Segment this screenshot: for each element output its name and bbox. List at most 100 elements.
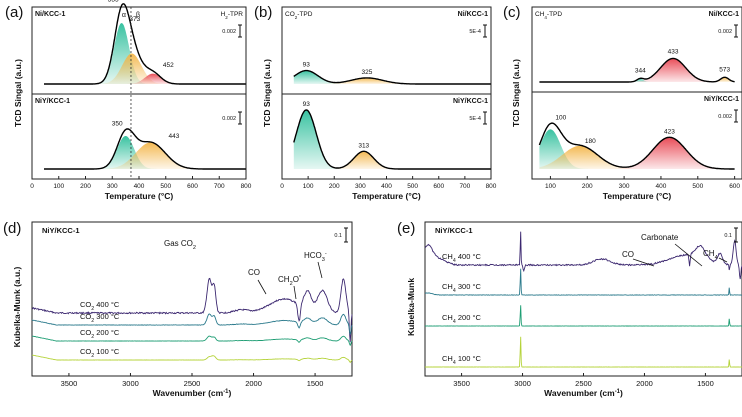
- x-tick-label-b-200: 200: [329, 183, 340, 190]
- spectrum-line-e-3: [424, 336, 742, 368]
- panel-label-a: (a): [5, 4, 23, 21]
- y-axis-label-c: TCD Singal (a.u.): [511, 59, 521, 127]
- x-tick-label-b-0: 0: [280, 183, 284, 190]
- annotation-gas-co2: Gas CO2: [164, 239, 196, 251]
- peak-label-b-325: 325: [361, 69, 372, 76]
- peak-label-b-93: 93: [303, 62, 311, 69]
- x-tick-label-e-3000: 3000: [514, 379, 531, 388]
- technique-label-b: CO2-TPD: [285, 11, 313, 20]
- x-tick-label-c-300: 300: [619, 183, 630, 190]
- peak-fill-c-0: [539, 58, 735, 82]
- peak-fill-a-0: [44, 73, 246, 84]
- x-tick-label-b-600: 600: [433, 183, 444, 190]
- series-label-e-1: CH4 300 °C: [442, 282, 481, 294]
- annotation-hco3-arrow: [317, 261, 323, 279]
- spectrum-line-e-1: [425, 268, 742, 296]
- peak-label-a-443: 443: [169, 133, 180, 140]
- peak-label-c-573: 573: [719, 66, 730, 73]
- x-tick-label-d-1500: 1500: [307, 379, 324, 388]
- spectrum-line-d-1: [31, 313, 353, 335]
- x-tick-label-e-2500: 2500: [575, 379, 592, 388]
- x-tick-label-d-2500: 2500: [184, 379, 201, 388]
- x-tick-label-b-400: 400: [381, 183, 392, 190]
- annotation-co: CO: [622, 250, 634, 259]
- annotation-ch2o-arrow: [293, 285, 297, 300]
- x-tick-label-a-0: 0: [30, 183, 34, 190]
- peak-label-a-335: 335: [108, 0, 119, 4]
- x-tick-label-b-100: 100: [303, 183, 314, 190]
- series-line-a-0: [44, 3, 246, 85]
- scale-bar-c-1-label: 0.002: [718, 114, 732, 120]
- series-line-b-1: [293, 109, 491, 170]
- sample-name-c-0: Ni/KCC-1: [709, 11, 739, 18]
- x-tick-label-a-700: 700: [214, 183, 225, 190]
- x-axis-label-c: Temperature (°C): [603, 191, 672, 201]
- scale-bar-d-label: 0.1: [334, 233, 342, 239]
- scale-bar-b-0-label: 5E-4: [469, 29, 481, 35]
- peak-fill-b-1: [293, 110, 491, 169]
- annotation-ch4: CH4: [703, 249, 718, 261]
- panel-title-e: NiY/KCC-1: [435, 226, 473, 235]
- peak-label-c-433: 433: [668, 48, 679, 55]
- x-tick-label-a-800: 800: [241, 183, 252, 190]
- annotation-co: CO: [248, 268, 260, 277]
- x-tick-label-e-2000: 2000: [636, 379, 653, 388]
- peak-label-a-373: 373: [129, 16, 140, 23]
- technique-label-c: CH4-TPD: [535, 11, 562, 20]
- x-tick-label-a-100: 100: [53, 183, 64, 190]
- spectrum-line-e-0: [424, 231, 742, 280]
- series-line-a-1: [44, 128, 246, 170]
- sample-name-b-1: NiY/KCC-1: [453, 98, 488, 105]
- panel-label-b: (b): [254, 4, 272, 21]
- panel-label-d: (d): [3, 220, 21, 237]
- sample-name-b-0: Ni/KCC-1: [458, 11, 488, 18]
- annotation-co-arrow: [632, 258, 655, 267]
- annotation-hco3: HCO3-: [304, 251, 327, 263]
- series-label-d-1: CO2 300 °C: [80, 312, 120, 324]
- panel-c-box-1: [531, 91, 742, 180]
- annotation-carbonate: Carbonate: [641, 233, 679, 242]
- annotation-carbonate-arrow: [674, 243, 703, 267]
- peak-label-c-180: 180: [585, 138, 596, 145]
- x-tick-label-b-300: 300: [355, 183, 366, 190]
- x-tick-label-c-400: 400: [656, 183, 667, 190]
- x-tick-label-b-700: 700: [459, 183, 470, 190]
- x-axis-label-b: Temperature (°C): [352, 191, 421, 201]
- x-tick-label-e-3500: 3500: [453, 379, 470, 388]
- peak-fill-c-1: [539, 145, 735, 169]
- x-tick-label-c-100: 100: [545, 183, 556, 190]
- annotation-ch2o: CH2O*: [278, 275, 302, 287]
- y-axis-label-d: Kubelka-Munk (a.u.): [12, 266, 22, 347]
- technique-label-a: H2-TPR: [221, 11, 244, 20]
- phase-label-alpha: α: [122, 12, 126, 19]
- x-tick-label-a-500: 500: [160, 183, 171, 190]
- peak-label-a-452: 452: [163, 62, 174, 69]
- series-label-e-3: CH4 100 °C: [442, 354, 481, 366]
- series-label-d-0: CO2 400 °C: [80, 300, 120, 312]
- peak-label-c-344: 344: [635, 67, 646, 74]
- x-tick-label-a-600: 600: [187, 183, 198, 190]
- x-axis-label-d: Wavenumber (cm-1): [153, 388, 232, 398]
- x-tick-label-a-300: 300: [107, 183, 118, 190]
- scale-bar-c-0-label: 0.002: [718, 29, 732, 35]
- spectrum-line-d-2: [31, 335, 353, 347]
- peak-label-b-93: 93: [303, 101, 311, 108]
- phase-label-beta: β: [136, 12, 140, 19]
- sample-name-c-1: NiY/KCC-1: [704, 96, 739, 103]
- y-axis-label-e: Kubelka-Munk: [406, 278, 416, 336]
- peak-label-c-100: 100: [555, 115, 566, 122]
- peak-fill-c-1: [539, 137, 735, 169]
- series-line-b-0: [293, 69, 491, 85]
- y-axis-label-b: TCD Singal (a.u.): [262, 59, 272, 127]
- scale-bar-a-0-label: 0.002: [222, 29, 236, 35]
- spectrum-line-d-0: [31, 277, 353, 343]
- x-axis-label-e: Wavenumber (cm-1): [544, 388, 623, 398]
- x-tick-label-d-3500: 3500: [61, 379, 78, 388]
- spectrum-line-e-2: [425, 305, 742, 327]
- x-tick-label-c-200: 200: [582, 183, 593, 190]
- peak-fill-a-1: [44, 142, 246, 169]
- peak-label-a-350: 350: [112, 121, 123, 128]
- x-tick-label-d-3000: 3000: [122, 379, 139, 388]
- spectrum-line-d-3: [31, 354, 353, 364]
- series-label-d-2: CO2 200 °C: [80, 328, 120, 340]
